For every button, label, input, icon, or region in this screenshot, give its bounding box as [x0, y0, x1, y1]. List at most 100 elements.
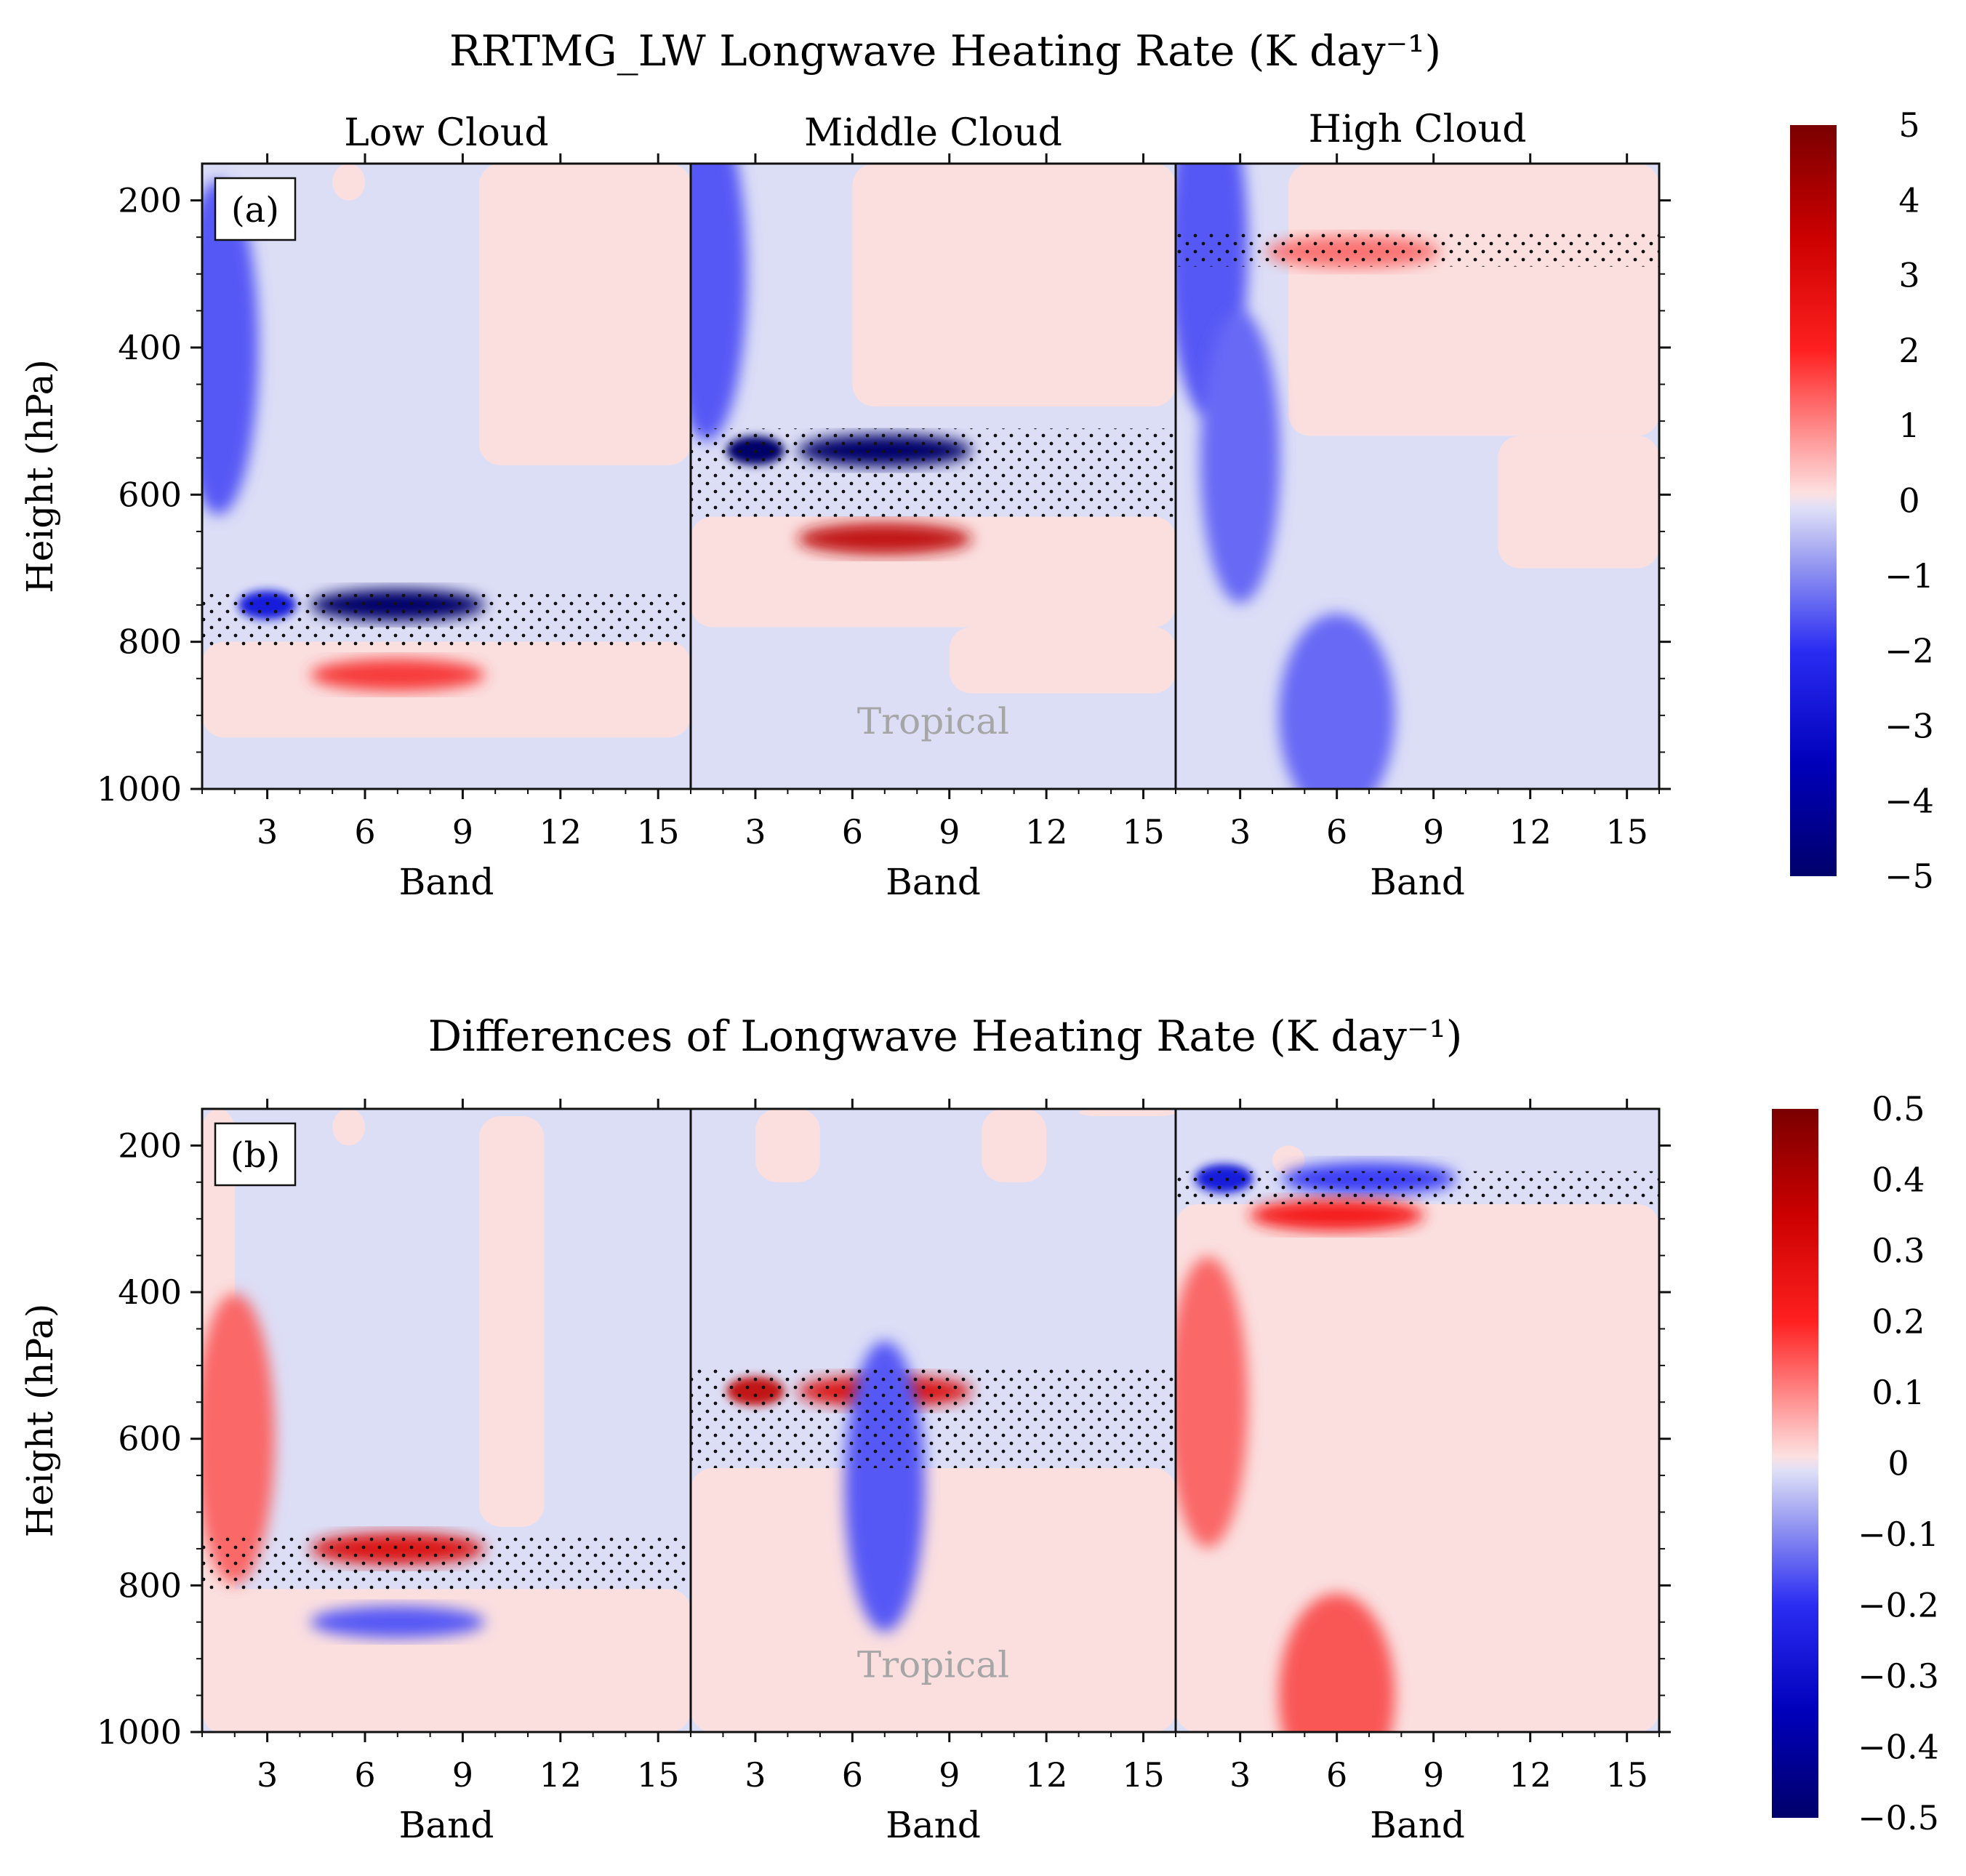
field-region — [1272, 1145, 1305, 1175]
x-tick-label: 15 — [1605, 812, 1648, 851]
x-tick-label: 6 — [354, 812, 375, 851]
colorbar-tick-label: −0.1 — [1858, 1515, 1939, 1554]
panel-a-heating-rate: Height (hPa)3 6 9 12 15Band2004006008001000L… — [19, 105, 1934, 903]
x-tick-label: 3 — [745, 1755, 766, 1795]
colorbar-tick-label: 0.1 — [1871, 1373, 1925, 1412]
colorbar-tick-label: 0 — [1887, 1444, 1909, 1483]
field-region — [478, 164, 691, 465]
heating-feature — [1278, 613, 1395, 789]
subpanel-middle-cloud: 3 6 9 12 15 Band Middle Cloud Tropical — [689, 111, 1177, 903]
colorbar-tick-label: 4 — [1898, 180, 1919, 220]
colorbar-tick-label: −1 — [1885, 556, 1934, 596]
field-region — [691, 516, 853, 569]
y-tick-label: 800 — [118, 1566, 182, 1605]
heating-feature — [1176, 1256, 1248, 1548]
field-region — [1433, 296, 1498, 422]
x-tick-label: 9 — [452, 812, 473, 851]
colorbar-tick-label: −3 — [1885, 706, 1934, 745]
field-region — [332, 164, 365, 201]
y-tick-label: 800 — [118, 622, 182, 662]
subpanel-title: Middle Cloud — [804, 111, 1062, 155]
y-tick-label: 600 — [118, 475, 182, 514]
x-tick-label: 9 — [939, 1755, 960, 1795]
colorbar-tick-label: −2 — [1885, 631, 1934, 670]
x-tick-label: 3 — [745, 812, 766, 851]
x-tick-label: 9 — [1423, 1755, 1444, 1795]
y-tick-label: 200 — [118, 181, 182, 220]
x-tick-label: 6 — [354, 1755, 375, 1795]
colorbar-tick-label: 0.2 — [1871, 1302, 1925, 1342]
colorbar-tick-label: 3 — [1898, 256, 1919, 295]
colorbar-tick-label: 5 — [1898, 105, 1919, 145]
subpanel-frame — [1174, 1107, 1661, 1733]
colorbar-tick-label: 0 — [1898, 481, 1919, 521]
panel-tag: (a) — [231, 190, 279, 231]
subpanel-high-cloud: 3 6 9 12 15 Band — [1174, 1099, 1671, 1846]
field-region — [1176, 1204, 1659, 1732]
colorbar — [1772, 1109, 1818, 1818]
y-tick-label: 400 — [118, 1272, 182, 1312]
colorbar-tick-label: 1 — [1898, 406, 1919, 445]
x-tick-label: 6 — [842, 1755, 863, 1795]
y-tick-label: 600 — [118, 1419, 182, 1459]
x-tick-label: 12 — [539, 812, 582, 851]
subpanel-low-cloud: 3 6 9 12 15 Band 200 400 600 800 1000 Low Cloud (a) — [97, 111, 692, 903]
x-tick-label: 15 — [1605, 1755, 1648, 1795]
x-tick-label: 3 — [257, 812, 278, 851]
colorbar-tick-label: −0.3 — [1858, 1656, 1939, 1696]
heating-feature — [1249, 1199, 1424, 1232]
x-tick-label: 15 — [1122, 812, 1165, 851]
cloud-layer-stipple — [202, 1534, 691, 1590]
x-tick-label: 15 — [1122, 1755, 1165, 1795]
field-region — [1078, 1109, 1176, 1117]
subpanel-frame — [1174, 162, 1661, 790]
colorbar-tick-label: 0.4 — [1871, 1161, 1925, 1200]
subpanel-title: High Cloud — [1309, 108, 1527, 151]
x-tick-label: 6 — [842, 812, 863, 851]
subpanel-high-cloud: 3 6 9 12 15 Band High Cloud — [1174, 108, 1671, 903]
subpanel-title: Low Cloud — [344, 111, 548, 155]
x-tick-label: 12 — [1509, 1755, 1552, 1795]
panel-tag-box — [214, 1122, 297, 1187]
heating-feature — [202, 1293, 275, 1584]
x-tick-label: 3 — [1229, 812, 1251, 851]
x-tick-label: 3 — [257, 1755, 278, 1795]
x-tick-label: 9 — [939, 812, 960, 851]
x-tick-label: 12 — [539, 1755, 582, 1795]
x-tick-label: 9 — [452, 1755, 473, 1795]
y-tick-label: 400 — [118, 328, 182, 367]
field-region — [478, 1116, 545, 1527]
field-region — [332, 1109, 365, 1146]
field-region — [755, 1109, 820, 1182]
y-tick-label: 1000 — [97, 1712, 182, 1752]
x-tick-label: 6 — [1326, 812, 1347, 851]
y-tick-label: 200 — [118, 1126, 182, 1165]
field-region — [982, 1109, 1047, 1182]
colorbar-tick-label: 0.5 — [1871, 1089, 1925, 1129]
x-tick-label: 15 — [637, 812, 680, 851]
colorbar-tick-label: 2 — [1898, 331, 1919, 370]
colorbar-tick-label: −0.2 — [1858, 1586, 1939, 1625]
x-axis-label: Band — [886, 861, 981, 903]
panel-b-differences: Height (hPa) 3 6 9 12 15 Band 200 400 600 800 1000 (… — [19, 1089, 1939, 1846]
top-figure-title: RRTMG_LW Longwave Heating Rate (K day⁻¹) — [449, 26, 1441, 76]
cloud-layer-stipple — [1176, 233, 1659, 267]
cloud-layer-stipple — [1176, 1171, 1659, 1205]
field-region — [691, 1468, 1176, 1732]
colorbar-tick-label: −0.5 — [1858, 1798, 1939, 1837]
heating-feature — [1278, 1593, 1395, 1732]
panel-tag-box — [214, 177, 297, 241]
field-region — [852, 164, 1176, 406]
field-region — [202, 641, 691, 738]
x-tick-label: 3 — [1229, 1755, 1251, 1795]
colorbar — [1790, 125, 1837, 876]
region-annotation: Tropical — [857, 700, 1009, 742]
x-axis-label: Band — [886, 1804, 981, 1846]
cloud-layer-stipple — [691, 428, 1176, 517]
field-region — [949, 627, 1176, 694]
field-region — [1498, 436, 1659, 569]
subpanel-low-cloud: 3 6 9 12 15 Band 200 400 600 800 1000 (b) — [97, 1099, 692, 1846]
x-tick-label: 9 — [1423, 812, 1444, 851]
y-tick-label: 1000 — [97, 769, 182, 809]
